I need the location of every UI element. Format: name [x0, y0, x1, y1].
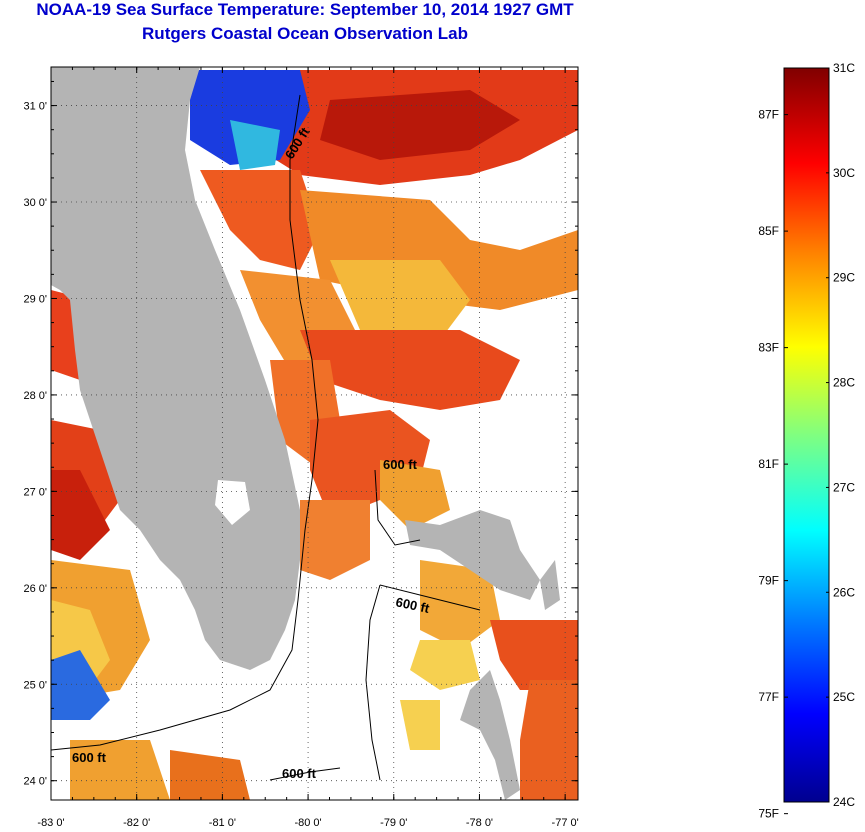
map-frame: 600 ft 600 ft 600 ft 600 ft 600 ft [51, 67, 578, 800]
map-title: NOAA-19 Sea Surface Temperature: Septemb… [36, 0, 574, 19]
colorbar-fahrenheit-label: 77F [758, 690, 779, 704]
latitude-axis: 24 0' 25 0' 26 0' 27 0' 28 0' 29 0' 30 0' 31 0' [23, 80, 578, 788]
contour-label: 600 ft [383, 457, 418, 472]
colorbar-celsius-label: 31C [833, 61, 855, 75]
colorbar-celsius-label: 25C [833, 690, 855, 704]
lon-tick-label: -82 0' [123, 817, 150, 829]
lon-tick-label: -81 0' [209, 817, 236, 829]
lat-tick-label: 28 0' [23, 390, 47, 402]
colorbar-celsius-label: 30C [833, 166, 855, 180]
colorbar-celsius-label: 28C [833, 376, 855, 390]
colorbar-celsius-label: 29C [833, 271, 855, 285]
isobath-600ft [51, 94, 481, 781]
lon-tick-label: -78 0' [466, 817, 493, 829]
colorbar-fahrenheit-label: 87F [758, 108, 779, 122]
contour-label: 600 ft [394, 594, 431, 616]
lon-tick-label: -77 0' [552, 817, 579, 829]
lon-tick-label: -80 0' [294, 817, 321, 829]
colorbar-fahrenheit-label: 79F [758, 574, 779, 588]
colorbar-fahrenheit-label: 83F [758, 341, 779, 355]
colorbar-celsius-labels: 31C 30C 29C 28C 27C 26C 25C 24C [826, 61, 855, 809]
colorbar-fahrenheit-label: 75F [758, 807, 779, 821]
graticule [51, 67, 578, 800]
colorbar-celsius-label: 26C [833, 585, 855, 599]
lon-tick-label: -83 0' [37, 817, 64, 829]
longitude-axis: -83 0' -82 0' -81 0' -80 0' -79 0' -78 0' -77 … [37, 67, 579, 829]
colorbar-fahrenheit-labels: 87F 85F 83F 81F 79F 77F 75F [758, 108, 788, 821]
lat-tick-label: 27 0' [23, 486, 47, 498]
colorbar-celsius-label: 24C [833, 795, 855, 809]
lat-tick-label: 26 0' [23, 583, 47, 595]
map-border [50, 66, 579, 801]
colorbar [783, 67, 830, 803]
map-subtitle: Rutgers Coastal Ocean Observation Lab [142, 24, 468, 43]
colorbar-fahrenheit-label: 85F [758, 224, 779, 238]
lat-tick-label: 30 0' [23, 197, 47, 209]
colorbar-celsius-label: 27C [833, 480, 855, 494]
colorbar-fahrenheit-label: 81F [758, 457, 779, 471]
lon-tick-label: -79 0' [380, 817, 407, 829]
contour-label: 600 ft [72, 750, 107, 765]
lat-tick-label: 31 0' [23, 101, 47, 113]
lat-tick-label: 29 0' [23, 293, 47, 305]
land-mass [51, 67, 560, 800]
contour-label: 600 ft [282, 766, 317, 781]
lat-tick-label: 25 0' [23, 679, 47, 691]
lat-tick-label: 24 0' [23, 776, 47, 788]
